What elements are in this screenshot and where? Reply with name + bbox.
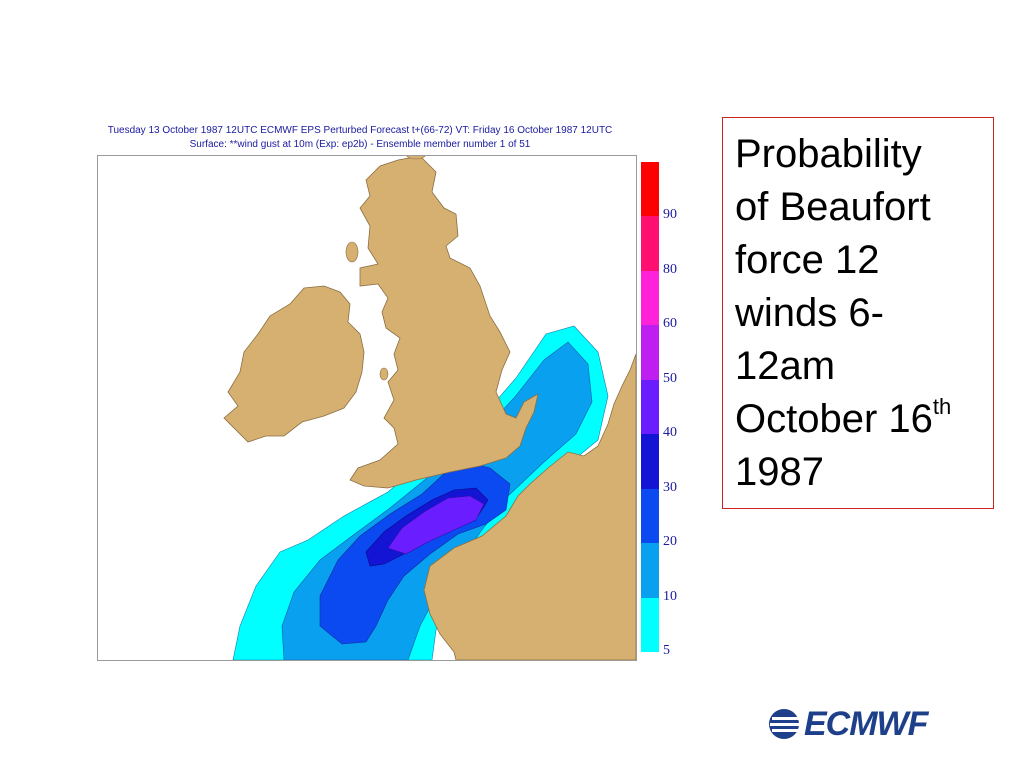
map-title-line2: Surface: **wind gust at 10m (Exp: ep2b) … <box>189 139 531 150</box>
colorbar-label-60: 60 <box>663 316 677 332</box>
caption-line1: Probability <box>735 132 922 176</box>
colorbar <box>641 162 659 652</box>
caption-line3: force 12 <box>735 238 880 282</box>
caption-box: Probability of Beaufort force 12 winds 6… <box>722 117 994 509</box>
island-hebrides <box>345 241 359 263</box>
caption-line5: 12am <box>735 344 836 388</box>
ecmwf-logo-icon <box>769 709 804 739</box>
map-canvas <box>223 156 636 660</box>
colorbar-segment-40 <box>641 379 659 435</box>
map-title-line1: Tuesday 13 October 1987 12UTC ECMWF EPS … <box>107 125 613 136</box>
continent-landmass <box>423 353 636 660</box>
colorbar-label-90: 90 <box>663 207 677 223</box>
colorbar-label-5: 5 <box>663 643 670 658</box>
isle-of-man <box>379 367 389 381</box>
colorbar-segment-30 <box>641 434 659 489</box>
colorbar-label-50: 50 <box>663 370 677 386</box>
colorbar-label-20: 20 <box>663 534 677 550</box>
caption-line2: of Beaufort <box>735 185 931 229</box>
colorbar-segment-10 <box>641 543 659 598</box>
map-title: Tuesday 13 October 1987 12UTC ECMWF EPS … <box>96 124 624 152</box>
caption-line7: 1987 <box>735 450 824 494</box>
great-britain-landmass <box>349 156 539 489</box>
forecast-map <box>97 155 637 661</box>
colorbar-label-40: 40 <box>663 425 677 441</box>
ecmwf-logo: ECMWF <box>766 704 936 744</box>
colorbar-label-10: 10 <box>663 588 677 604</box>
ireland-landmass <box>223 285 365 443</box>
colorbar-segment-90 <box>641 162 659 217</box>
caption-line4: winds 6- <box>735 291 884 335</box>
caption-line6-sup: th <box>932 393 952 419</box>
colorbar-segment-20 <box>641 488 659 544</box>
colorbar-segment-5 <box>641 597 659 652</box>
island-orkney <box>406 156 426 160</box>
colorbar-segment-60 <box>641 270 659 326</box>
caption-line6: October 16 <box>735 397 933 441</box>
colorbar-label-80: 80 <box>663 261 677 277</box>
contour-40 <box>387 495 485 555</box>
caption-text: Probability of Beaufort force 12 winds 6… <box>735 128 985 499</box>
colorbar-label-30: 30 <box>663 479 677 495</box>
colorbar-segment-80 <box>641 216 659 271</box>
ecmwf-logo-text: ECMWF <box>804 705 928 743</box>
colorbar-segment-50 <box>641 325 659 380</box>
